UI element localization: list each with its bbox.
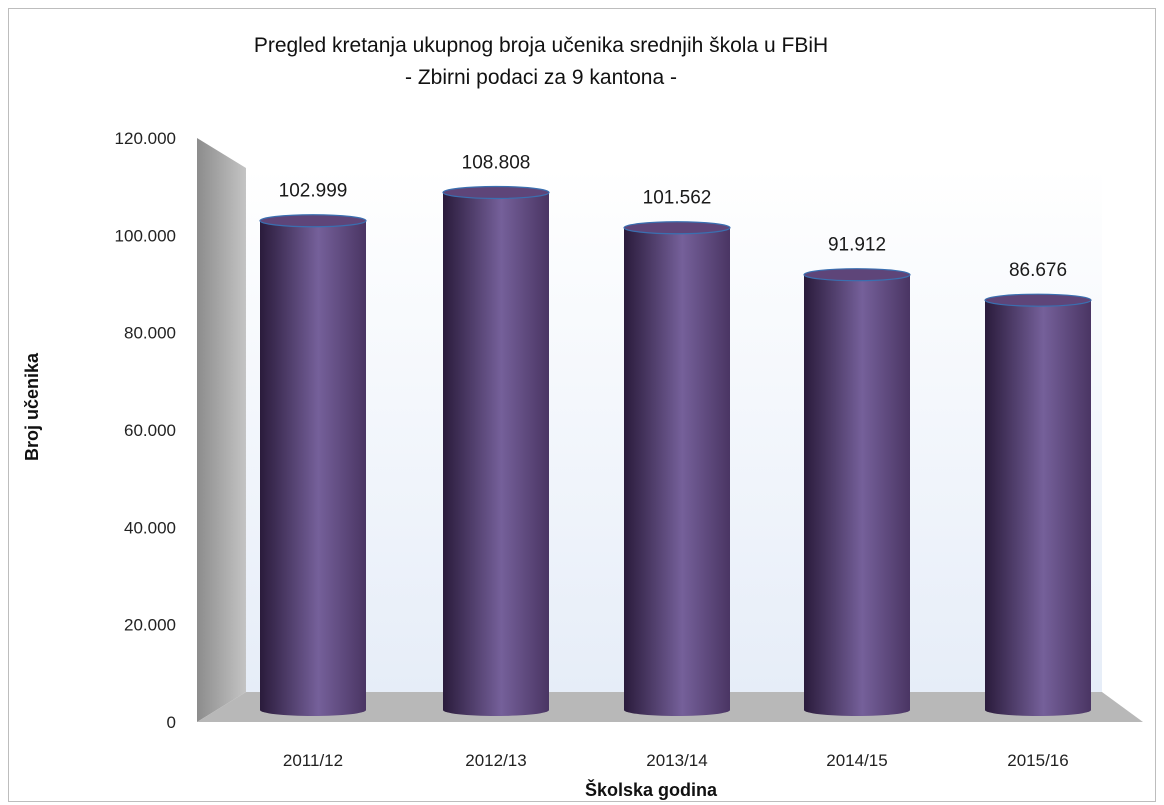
data-label: 108.808 <box>462 152 531 173</box>
chart-subtitle: - Zbirni podaci za 9 kantona - <box>405 66 677 89</box>
x-tick-label: 2012/13 <box>465 751 526 770</box>
y-tick-label: 100.000 <box>115 226 176 245</box>
chart-title: Pregled kretanja ukupnog broja učenika s… <box>254 34 828 57</box>
x-tick-label: 2013/14 <box>646 751 707 770</box>
y-tick-label: 80.000 <box>124 324 176 343</box>
bar-top <box>985 294 1091 306</box>
bar-body <box>985 300 1091 716</box>
y-tick-label: 120.000 <box>115 129 176 148</box>
data-label: 91.912 <box>828 235 886 256</box>
data-label: 101.562 <box>643 188 712 209</box>
bar-body <box>443 192 549 716</box>
x-axis-title: Školska godina <box>585 779 718 800</box>
y-axis-title: Broj učenika <box>22 352 42 461</box>
x-tick-label: 2015/16 <box>1007 751 1068 770</box>
bar-2012-13: 108.808 <box>443 152 549 716</box>
y-tick-label: 40.000 <box>124 518 176 537</box>
y-tick-label: 60.000 <box>124 421 176 440</box>
data-label: 86.676 <box>1009 260 1067 281</box>
x-tick-label: 2011/12 <box>283 751 343 770</box>
bar-2014-15: 91.912 <box>804 235 910 716</box>
bar-body <box>260 221 366 716</box>
bar-top <box>804 269 910 281</box>
bar-top <box>260 215 366 227</box>
x-axis-ticks: 2011/12 2012/13 2013/14 2014/15 2015/16 <box>283 751 1069 770</box>
bar-top <box>443 186 549 198</box>
bar-body <box>624 228 730 716</box>
bar-body <box>804 275 910 716</box>
y-axis-ticks: 0 20.000 40.000 60.000 80.000 100.000 120.000 <box>115 129 176 732</box>
x-tick-label: 2014/15 <box>826 751 887 770</box>
side-wall <box>197 138 246 722</box>
bar-2011-12: 102.999 <box>260 181 366 716</box>
data-label: 102.999 <box>279 181 348 202</box>
bar-2015-16: 86.676 <box>985 260 1091 716</box>
y-tick-label: 0 <box>167 713 176 732</box>
y-tick-label: 20.000 <box>124 616 176 635</box>
bar-2013-14: 101.562 <box>624 188 730 716</box>
bar-top <box>624 222 730 234</box>
